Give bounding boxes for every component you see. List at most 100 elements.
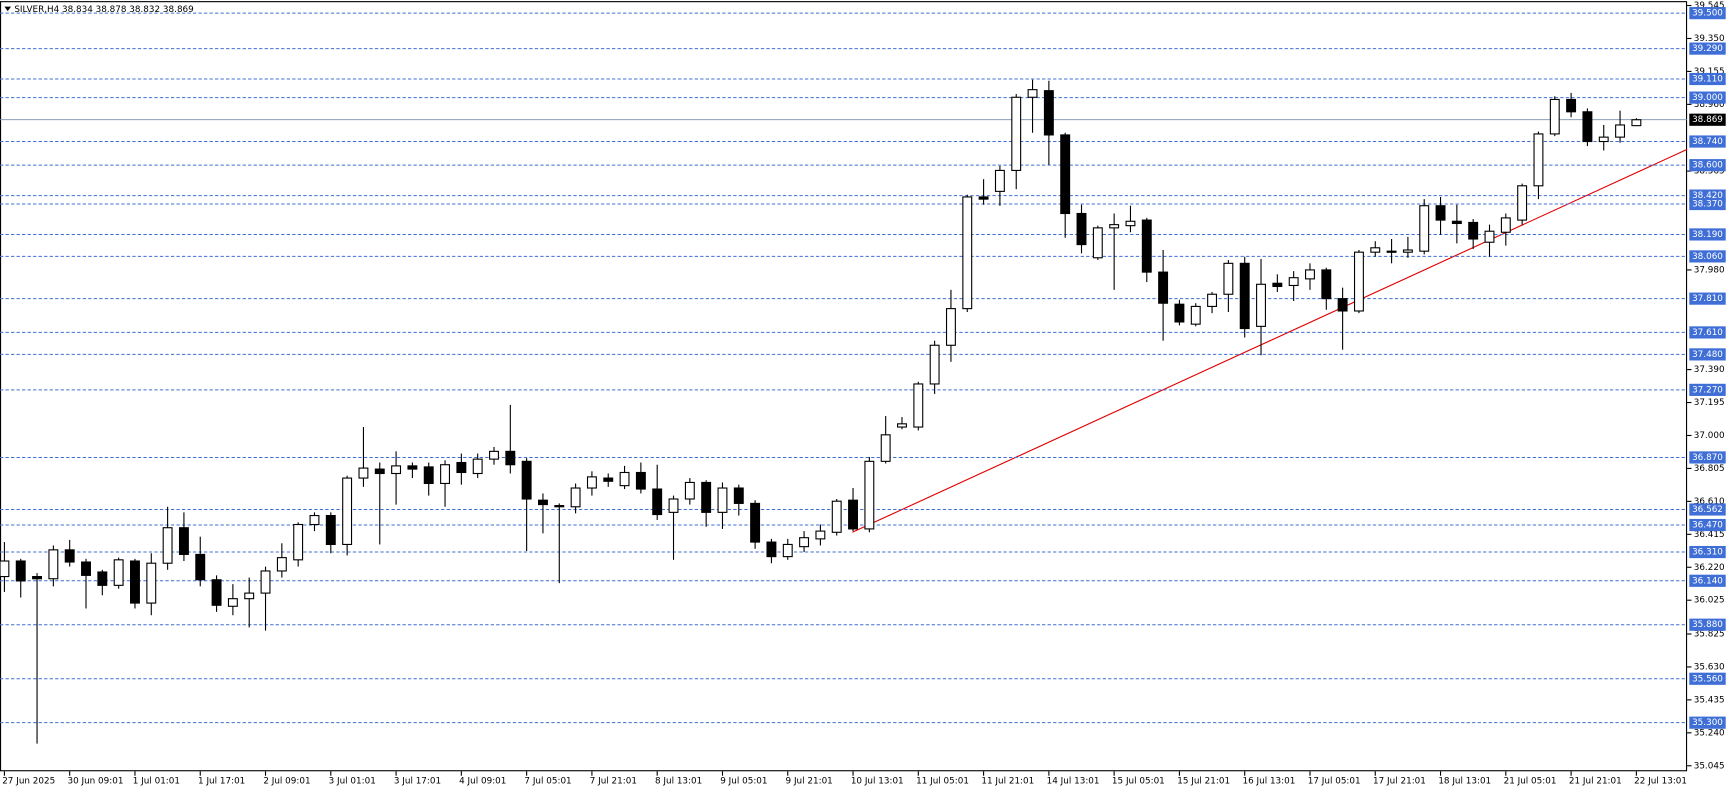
candle-body — [913, 383, 924, 428]
level-label: 37.810 — [1692, 294, 1723, 304]
y-tick-label: 35.825 — [1694, 629, 1725, 639]
x-tick-label: 10 Jul 13:01 — [851, 777, 904, 787]
y-tick-label: 37.980 — [1694, 265, 1725, 275]
candle-body — [1011, 96, 1022, 171]
candle-body — [1223, 262, 1234, 295]
level-label: 37.480 — [1692, 350, 1723, 360]
x-tick-label: 21 Jul 05:01 — [1504, 777, 1557, 787]
level-label: 38.740 — [1692, 137, 1723, 147]
candle-body — [586, 476, 597, 489]
y-tick-label: 39.350 — [1694, 34, 1725, 44]
candle-body — [1256, 283, 1266, 327]
candle-body — [619, 471, 630, 487]
candle-body — [554, 505, 565, 508]
candle-body — [1158, 271, 1169, 304]
candle-body — [227, 598, 238, 607]
candle-body — [472, 458, 483, 475]
chart-title: SILVER,H4 38.834 38.878 38.832 38.869 — [14, 5, 193, 15]
x-tick-label: 9 Jul 05:01 — [720, 777, 767, 787]
x-tick-label: 7 Jul 05:01 — [524, 777, 571, 787]
candle-body — [1109, 224, 1120, 229]
candle-body — [130, 560, 140, 604]
candle-body — [146, 562, 157, 604]
candle-body — [635, 471, 646, 490]
x-tick-label: 30 Jun 09:01 — [67, 777, 123, 787]
level-label: 39.110 — [1692, 75, 1723, 85]
level-label-box — [1689, 7, 1726, 20]
trend-line — [852, 148, 1688, 533]
y-tick-label: 35.045 — [1694, 761, 1725, 771]
level-label: 36.470 — [1692, 521, 1723, 531]
candle-body — [1125, 220, 1136, 227]
candle-body — [945, 308, 956, 346]
candle-body — [1321, 269, 1332, 300]
candle-body — [717, 487, 728, 513]
y-tick-label: 37.390 — [1694, 365, 1725, 375]
candle-body — [162, 527, 173, 564]
level-label-box — [1689, 518, 1726, 532]
candle-body — [1370, 247, 1381, 253]
x-tick-label: 9 Jul 21:01 — [786, 777, 833, 787]
candle-body — [848, 499, 858, 530]
x-tick-label: 4 Jul 09:01 — [459, 777, 506, 787]
level-label: 36.140 — [1692, 576, 1723, 586]
candle-body — [1549, 98, 1560, 135]
current-price-label: 38.869 — [1692, 115, 1723, 125]
candle-body — [831, 500, 842, 533]
candle-body — [1533, 133, 1544, 187]
level-label-box — [1689, 503, 1726, 516]
candle-body — [1435, 205, 1446, 221]
level-label: 39.500 — [1692, 9, 1723, 19]
level-label: 38.600 — [1692, 161, 1723, 171]
candle-body — [1484, 230, 1495, 243]
candle-body — [1272, 282, 1283, 288]
x-tick-label: 17 Jul 21:01 — [1373, 777, 1426, 787]
candle-body — [701, 481, 712, 513]
candle-body — [1288, 277, 1299, 287]
candle-body — [342, 477, 353, 546]
y-tick-label: 37.195 — [1694, 398, 1725, 408]
candle-body — [1305, 269, 1315, 280]
y-tick-label: 36.220 — [1694, 563, 1725, 573]
level-label: 36.562 — [1692, 505, 1723, 515]
level-label-box — [1689, 326, 1726, 339]
candle-body — [1043, 90, 1054, 136]
candle-body — [1615, 124, 1626, 138]
candle-body — [1598, 136, 1609, 143]
candle-body — [1239, 262, 1250, 330]
candle-body — [456, 461, 467, 474]
y-tick-label: 36.025 — [1694, 596, 1725, 606]
candle-body — [994, 169, 1005, 192]
x-tick-label: 8 Jul 13:01 — [655, 777, 702, 787]
candle-body — [1402, 249, 1413, 253]
x-tick-label: 14 Jul 13:01 — [1047, 777, 1100, 787]
level-label-box — [1689, 250, 1726, 263]
candle-body — [880, 434, 891, 462]
candle-body — [962, 196, 973, 310]
candle-body — [521, 460, 532, 500]
candle-body — [260, 570, 271, 594]
candle-body — [276, 557, 287, 572]
candle-body — [81, 561, 91, 576]
candle-body — [1076, 212, 1087, 246]
y-tick-label: 35.435 — [1694, 695, 1725, 705]
symbol-menu-icon[interactable] — [4, 6, 12, 12]
level-label-box — [1689, 451, 1726, 464]
level-label-box — [1689, 574, 1726, 587]
candle-body — [750, 502, 761, 543]
candle-body — [1451, 220, 1462, 225]
level-label-box — [1689, 72, 1726, 86]
candle-body — [293, 523, 304, 561]
plot-frame — [0, 1, 1688, 772]
x-tick-label: 7 Jul 21:01 — [590, 777, 637, 787]
x-tick-label: 11 Jul 21:01 — [981, 777, 1034, 787]
candle-body — [766, 541, 777, 558]
candle-body — [15, 560, 26, 582]
level-label-box — [1689, 228, 1726, 241]
candle-body — [799, 537, 810, 548]
candle-body — [1060, 134, 1071, 215]
candle-body — [32, 575, 43, 580]
candle-body — [97, 571, 108, 586]
level-label-box — [1689, 91, 1726, 104]
